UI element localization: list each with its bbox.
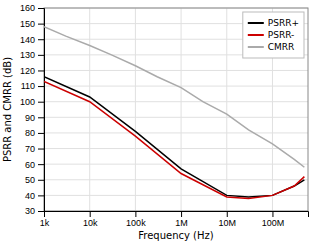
y-tick: 100 (20, 97, 44, 107)
y-tick-label: 80 (25, 128, 35, 138)
grid (44, 8, 308, 211)
legend-label: PSRR+ (268, 18, 299, 28)
x-grid-line (181, 8, 182, 211)
y-tick: 160 (20, 3, 44, 13)
y-tick: 120 (20, 66, 44, 76)
x-tick-mark (90, 211, 91, 217)
y-tick-mark (38, 86, 44, 87)
x-tick-label: 100k (126, 218, 146, 228)
y-tick-mark (38, 8, 44, 9)
y-tick-label: 100 (20, 97, 35, 107)
y-grid-line (44, 117, 308, 118)
y-tick-label: 30 (25, 206, 35, 216)
y-tick: 90 (25, 113, 44, 123)
x-tick: 100k (126, 211, 146, 228)
x-tick-mark (181, 211, 182, 217)
x-grid-line (89, 8, 90, 211)
y-grid-line (44, 179, 308, 180)
plot-frame (44, 8, 308, 211)
x-tick-label: 10M (218, 218, 236, 228)
x-grid-line (135, 8, 136, 211)
x-tick-label: 10k (83, 218, 98, 228)
x-tick: 10k (83, 211, 98, 228)
y-tick-mark (38, 102, 44, 103)
legend-swatch (248, 22, 264, 24)
series-line (44, 77, 304, 197)
y-tick-mark (38, 117, 44, 118)
legend: PSRR+ PSRR- CMRR (243, 12, 304, 58)
y-tick-label: 140 (20, 35, 35, 45)
y-grid-line (44, 132, 308, 133)
y-tick-mark (38, 70, 44, 71)
y-tick-label: 90 (25, 113, 35, 123)
x-tick-mark (135, 211, 136, 217)
x-axis-line (45, 212, 309, 218)
x-axis: 1k 10k 100k 1M 10M 100M (40, 211, 309, 228)
y-tick: 130 (20, 50, 44, 60)
y-tick: 150 (20, 19, 44, 29)
y-tick-mark (38, 211, 44, 212)
y-tick: 50 (25, 175, 44, 185)
y-tick-label: 40 (25, 191, 35, 201)
y-grid-line (44, 101, 308, 102)
legend-box (243, 12, 304, 58)
y-tick: 30 (25, 206, 44, 216)
y-tick-mark (38, 180, 44, 181)
x-tick: 1k (40, 211, 50, 228)
y-tick: 60 (25, 160, 44, 170)
y-grid-line (44, 70, 308, 71)
y-tick-label: 150 (20, 19, 35, 29)
y-tick: 80 (25, 128, 44, 138)
y-tick-label: 160 (20, 3, 35, 13)
y-tick-mark (38, 195, 44, 196)
y-tick-label: 50 (25, 175, 35, 185)
x-tick-label: 1M (175, 218, 188, 228)
y-axis-title: PSRR and CMRR (dB) (2, 57, 13, 162)
legend-label: PSRR- (268, 30, 295, 40)
legend-swatch (248, 46, 264, 48)
x-tick-mark (227, 211, 228, 217)
y-tick-label: 120 (20, 66, 35, 76)
y-grid-line (44, 148, 308, 149)
x-tick: 1M (175, 211, 188, 228)
y-tick-mark (38, 149, 44, 150)
x-tick: 10M (218, 211, 236, 228)
y-tick: 110 (21, 81, 44, 91)
y-tick-mark (38, 55, 44, 56)
x-axis-title: Frequency (Hz) (138, 230, 214, 241)
y-tick-mark (38, 164, 44, 165)
y-axis: 30 40 50 60 70 80 90 100 110 120 130 140 150 160 (20, 3, 45, 216)
x-tick-label: 100M (262, 218, 285, 228)
y-tick-mark (38, 133, 44, 134)
y-tick: 140 (20, 35, 44, 45)
legend-swatch (248, 34, 264, 36)
y-tick-label: 60 (25, 160, 35, 170)
x-tick-label: 1k (40, 218, 50, 228)
y-tick-mark (38, 39, 44, 40)
y-tick-label: 110 (21, 81, 35, 91)
chart: 1k 10k 100k 1M 10M 100M 30 40 50 60 70 80 90 100 110 12… (0, 0, 318, 243)
y-tick: 70 (25, 144, 44, 154)
y-tick: 40 (25, 191, 44, 201)
y-tick-label: 130 (20, 50, 35, 60)
x-grid-line (226, 8, 227, 211)
legend-label: CMRR (268, 42, 295, 52)
x-tick: 100M (262, 211, 285, 228)
plot: 1k 10k 100k 1M 10M 100M 30 40 50 60 70 80 90 100 110 12… (20, 3, 309, 228)
y-axis-line (38, 9, 45, 212)
x-tick-mark (272, 211, 273, 217)
y-tick-mark (38, 24, 44, 25)
y-tick-label: 70 (25, 144, 35, 154)
